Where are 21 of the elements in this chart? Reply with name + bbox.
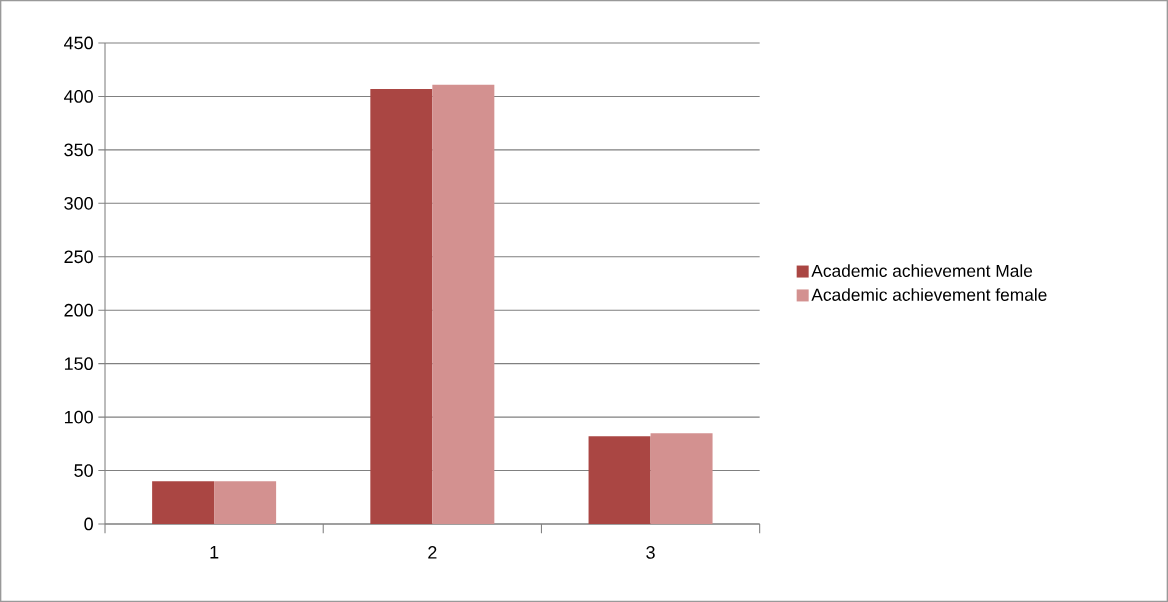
x-tick-label: 1	[210, 546, 219, 559]
y-tick-label: 0	[84, 517, 93, 531]
x-tick-label: 3	[646, 546, 655, 559]
bar	[370, 88, 433, 524]
y-tick-label: 450	[64, 36, 93, 50]
y-tick-label: 300	[64, 196, 93, 210]
bar	[432, 84, 495, 524]
bar	[152, 481, 215, 524]
y-tick-label: 100	[64, 410, 93, 424]
x-tick-label: 2	[428, 546, 437, 559]
legend-label: Academic achievement female	[811, 288, 1047, 301]
y-tick-label: 400	[64, 90, 93, 103]
bar	[588, 436, 651, 524]
y-tick-label: 50	[74, 464, 93, 477]
legend-label: Academic achievement Male	[811, 264, 1033, 277]
y-tick-label: 350	[64, 143, 93, 157]
bar	[650, 433, 713, 524]
bar	[214, 481, 277, 524]
y-tick-label: 150	[64, 357, 93, 371]
y-tick-label: 200	[64, 303, 93, 317]
y-tick-label: 250	[64, 250, 93, 264]
